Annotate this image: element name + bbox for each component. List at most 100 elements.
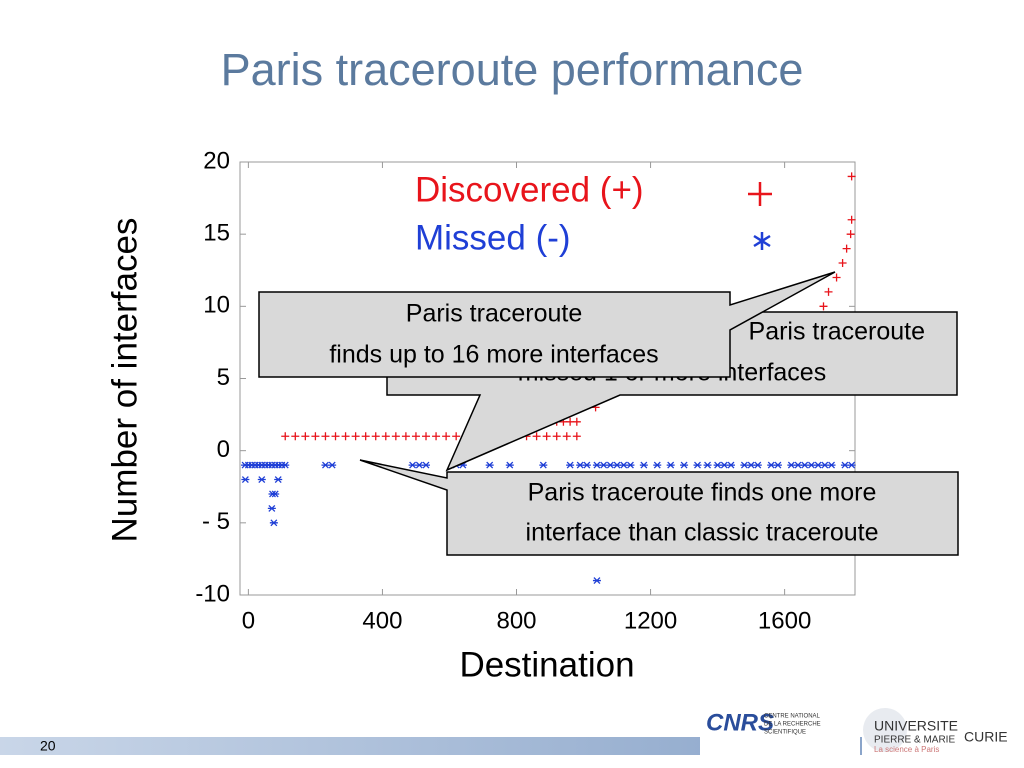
data-point: [592, 577, 601, 585]
callout-text: Paris traceroute: [749, 318, 925, 346]
data-point: [846, 230, 855, 239]
data-point: [361, 432, 370, 441]
data-point: [442, 432, 451, 441]
x-tick-label: 1600: [758, 607, 811, 634]
data-point: [767, 461, 776, 469]
data-point: [311, 432, 320, 441]
data-point: [626, 461, 635, 469]
data-point: [807, 461, 816, 469]
cnrs-text: CENTRE NATIONAL: [764, 714, 821, 720]
data-point: [747, 461, 756, 469]
data-point: [422, 461, 431, 469]
data-point: [328, 461, 337, 469]
data-point: [639, 461, 648, 469]
data-point: [257, 476, 266, 483]
data-point: [269, 519, 278, 527]
data-point: [371, 432, 380, 441]
data-point: [680, 461, 689, 469]
data-point: [505, 461, 514, 469]
y-tick-label: 20: [203, 147, 230, 174]
x-tick-label: 800: [496, 607, 536, 634]
data-point: [351, 432, 360, 441]
data-point: [274, 476, 283, 483]
upmc-emblem: [863, 708, 907, 752]
data-point: [566, 417, 575, 426]
data-point: [552, 432, 561, 441]
data-point: [726, 461, 735, 469]
slide-title: Paris traceroute performance: [221, 44, 804, 95]
data-point: [703, 461, 712, 469]
data-point: [572, 432, 581, 441]
upmc-text: CURIE: [964, 729, 1008, 745]
data-point: [753, 461, 762, 469]
callout-box: [258, 271, 836, 378]
page-number: 20: [40, 738, 56, 754]
data-point: [281, 432, 290, 441]
data-point: [321, 461, 330, 469]
data-point: [787, 461, 796, 469]
callout-text: Paris traceroute: [406, 300, 582, 328]
data-point: [619, 461, 628, 469]
x-tick-label: 0: [242, 607, 255, 634]
data-point: [842, 244, 851, 253]
y-tick-label: 10: [203, 292, 230, 319]
cnrs-logo: CNRS: [706, 709, 774, 736]
upmc-tagline: La science à Paris: [874, 745, 939, 754]
data-point: [321, 432, 330, 441]
data-point: [539, 461, 548, 469]
data-point: [814, 461, 823, 469]
data-point: [693, 461, 702, 469]
legend-label: Discovered (+): [415, 170, 644, 209]
data-point: [720, 461, 729, 469]
data-point: [740, 461, 749, 469]
data-point: [411, 432, 420, 441]
data-point: [381, 432, 390, 441]
data-point: [341, 432, 350, 441]
data-point: [532, 432, 541, 441]
data-point: [281, 461, 290, 469]
data-point: [819, 302, 828, 311]
cnrs-text: DE LA RECHERCHE: [764, 722, 821, 728]
cnrs-text: SCIENTIFIQUE: [764, 730, 806, 736]
y-tick-label: -10: [195, 580, 230, 607]
data-point: [542, 432, 551, 441]
data-point: [422, 432, 431, 441]
data-point: [840, 461, 849, 469]
data-point: [408, 461, 417, 469]
data-point: [415, 461, 424, 469]
data-point: [562, 432, 571, 441]
upmc-text: PIERRE & MARIE: [874, 735, 955, 746]
data-point: [452, 432, 461, 441]
plot: -10 - 5 0 5 10 15 20 0 400 800 1200 1600: [195, 147, 856, 634]
y-axis-label: Number of interfaces: [105, 218, 144, 543]
data-point: [432, 432, 441, 441]
x-tick-label: 1200: [624, 607, 677, 634]
upmc-text: UNIVERSITE: [874, 718, 958, 734]
data-point: [582, 461, 591, 469]
data-point: [613, 461, 622, 469]
data-point: [592, 461, 601, 469]
y-tick-label: 0: [217, 436, 230, 463]
data-point: [566, 461, 575, 469]
data-point: [820, 461, 829, 469]
data-point: [800, 461, 809, 469]
logo-bg: [700, 700, 860, 755]
y-tick-label: 15: [203, 220, 230, 247]
legend-marker: [748, 182, 772, 206]
data-point: [291, 432, 300, 441]
data-point: [485, 461, 494, 469]
data-point: [824, 287, 833, 296]
data-point: [653, 461, 662, 469]
callout-text: Paris traceroute finds one more: [528, 479, 877, 507]
data-point: [847, 172, 856, 181]
callout-box: [359, 459, 959, 556]
callout-text: interface than classic traceroute: [526, 519, 879, 547]
data-point: [847, 461, 856, 469]
data-point: [271, 490, 280, 498]
data-point: [773, 461, 782, 469]
data-point: [391, 432, 400, 441]
data-point: [832, 273, 841, 282]
data-point: [241, 476, 250, 483]
x-tick-label: 400: [362, 607, 402, 634]
